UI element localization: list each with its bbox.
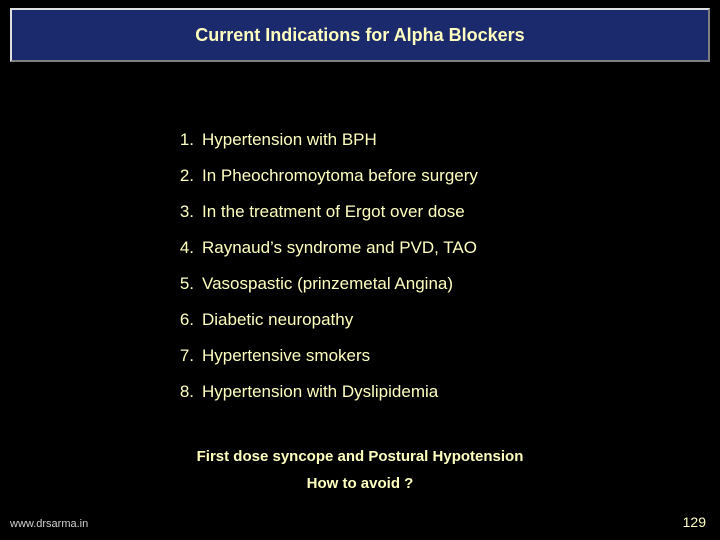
list-item: 5. Vasospastic (prinzemetal Angina) — [170, 274, 660, 294]
slide-title: Current Indications for Alpha Blockers — [195, 25, 524, 46]
list-text: Diabetic neuropathy — [202, 310, 353, 330]
list-item: 6. Diabetic neuropathy — [170, 310, 660, 330]
list-number: 6. — [170, 310, 194, 330]
list-text: Hypertension with Dyslipidemia — [202, 382, 438, 402]
list-item: 7. Hypertensive smokers — [170, 346, 660, 366]
list-number: 5. — [170, 274, 194, 294]
list-text: Hypertensive smokers — [202, 346, 370, 366]
subtitle-line-2: How to avoid ? — [0, 475, 720, 492]
list-text: Hypertension with BPH — [202, 130, 377, 150]
footer-url: www.drsarma.in — [10, 518, 88, 530]
list-number: 4. — [170, 238, 194, 258]
list-item: 3. In the treatment of Ergot over dose — [170, 202, 660, 222]
subtitle-line-1: First dose syncope and Postural Hypotens… — [0, 448, 720, 465]
list-item: 1. Hypertension with BPH — [170, 130, 660, 150]
list-text: Raynaud’s syndrome and PVD, TAO — [202, 238, 477, 258]
subtitle-block: First dose syncope and Postural Hypotens… — [0, 448, 720, 502]
list-item: 4. Raynaud’s syndrome and PVD, TAO — [170, 238, 660, 258]
indications-list: 1. Hypertension with BPH 2. In Pheochrom… — [170, 130, 660, 418]
list-item: 2. In Pheochromoytoma before surgery — [170, 166, 660, 186]
list-number: 1. — [170, 130, 194, 150]
title-bar: Current Indications for Alpha Blockers — [10, 8, 710, 62]
list-item: 8. Hypertension with Dyslipidemia — [170, 382, 660, 402]
list-number: 2. — [170, 166, 194, 186]
list-number: 3. — [170, 202, 194, 222]
page-number: 129 — [683, 514, 706, 530]
list-text: Vasospastic (prinzemetal Angina) — [202, 274, 453, 294]
list-text: In the treatment of Ergot over dose — [202, 202, 465, 222]
list-text: In Pheochromoytoma before surgery — [202, 166, 478, 186]
list-number: 7. — [170, 346, 194, 366]
list-number: 8. — [170, 382, 194, 402]
